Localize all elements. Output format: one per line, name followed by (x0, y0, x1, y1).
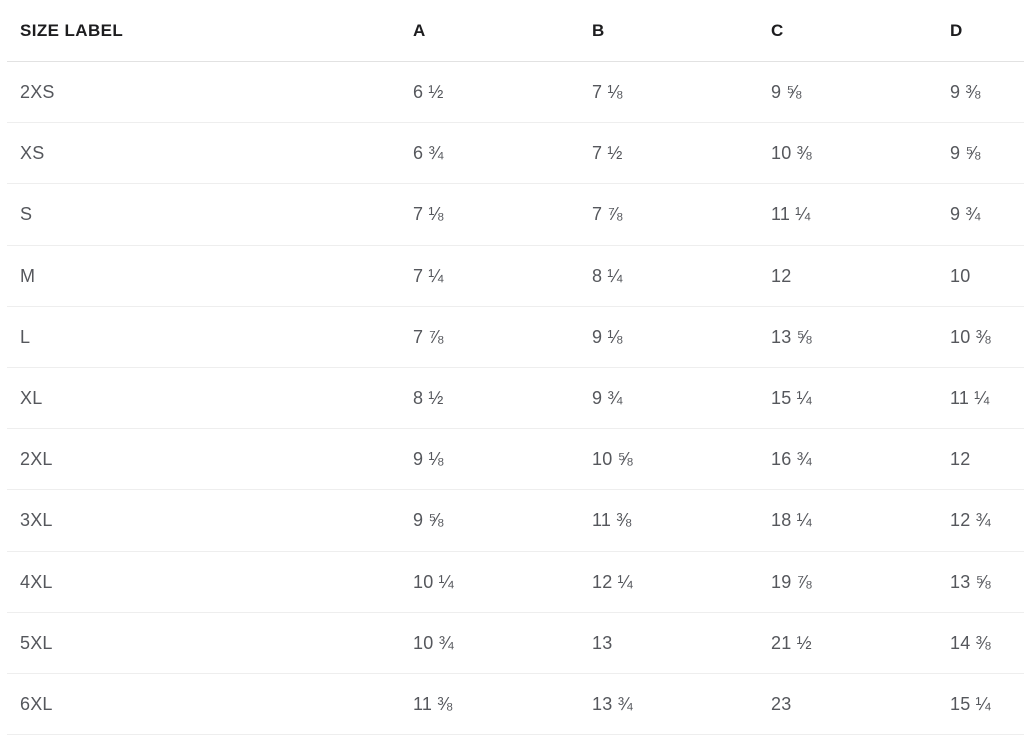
size-label-cell: 5XL (20, 632, 53, 653)
measurement-c-cell: 19 ⅞ (771, 571, 812, 592)
size-label-cell: 2XL (20, 449, 53, 470)
measurement-d-cell: 9 ⅝ (950, 143, 981, 164)
table-row: 2XL 9 ⅛ 10 ⅝ 16 ¾ 12 (0, 429, 1024, 491)
table-header-row: SIZE LABEL A B C D (0, 0, 1024, 62)
size-label-cell: L (20, 326, 31, 347)
measurement-b-cell: 13 (592, 632, 613, 653)
measurement-d-cell: 15 ¼ (950, 693, 991, 714)
column-header-d: D (950, 21, 963, 40)
size-label-cell: M (20, 265, 36, 286)
measurement-b-cell: 11 ⅜ (592, 510, 632, 531)
table-row: 6XL 11 ⅜ 13 ¾ 23 15 ¼ (0, 673, 1024, 736)
column-header-size-label: SIZE LABEL (20, 21, 124, 40)
measurement-c-cell: 16 ¾ (771, 449, 812, 470)
table-row: 2XS 6 ½ 7 ⅛ 9 ⅝ 9 ⅜ (0, 62, 1024, 124)
table-row: 4XL 10 ¼ 12 ¼ 19 ⅞ 13 ⅝ (0, 551, 1024, 613)
measurement-d-cell: 9 ¾ (950, 204, 981, 225)
measurement-b-cell: 8 ¼ (592, 265, 623, 286)
measurement-a-cell: 7 ⅛ (413, 204, 444, 225)
column-header-c: C (771, 21, 784, 40)
table-row: 3XL 9 ⅝ 11 ⅜ 18 ¼ 12 ¾ (0, 490, 1024, 552)
measurement-a-cell: 10 ¼ (413, 571, 454, 592)
table-row: XL 8 ½ 9 ¾ 15 ¼ 11 ¼ (0, 367, 1024, 430)
measurement-b-cell: 13 ¾ (592, 693, 633, 714)
measurement-c-cell: 13 ⅝ (771, 326, 812, 347)
size-label-cell: 6XL (20, 693, 53, 714)
measurement-c-cell: 18 ¼ (771, 510, 812, 531)
size-label-cell: XL (20, 388, 43, 409)
measurement-c-cell: 11 ¼ (771, 204, 811, 225)
measurement-a-cell: 11 ⅜ (413, 693, 453, 714)
table-row: 5XL 10 ¾ 13 21 ½ 14 ⅜ (0, 612, 1024, 675)
measurement-c-cell: 9 ⅝ (771, 82, 802, 103)
measurement-a-cell: 7 ¼ (413, 265, 444, 286)
measurement-c-cell: 12 (771, 265, 792, 286)
size-label-cell: S (20, 204, 33, 225)
measurement-b-cell: 9 ¾ (592, 388, 623, 409)
measurement-a-cell: 9 ⅛ (413, 449, 444, 470)
measurement-d-cell: 12 (950, 449, 971, 470)
measurement-c-cell: 23 (771, 693, 792, 714)
column-header-b: B (592, 21, 605, 40)
measurement-d-cell: 10 (950, 265, 971, 286)
measurement-b-cell: 7 ½ (592, 143, 623, 164)
table-row: L 7 ⅞ 9 ⅛ 13 ⅝ 10 ⅜ (0, 306, 1024, 369)
measurement-d-cell: 14 ⅜ (950, 632, 991, 653)
table-row: S 7 ⅛ 7 ⅞ 11 ¼ 9 ¾ (0, 184, 1024, 246)
measurement-b-cell: 7 ⅞ (592, 204, 623, 225)
size-label-cell: 2XS (20, 82, 55, 103)
measurement-d-cell: 12 ¾ (950, 510, 991, 531)
measurement-a-cell: 10 ¾ (413, 632, 454, 653)
column-header-a: A (413, 21, 426, 40)
measurement-c-cell: 10 ⅜ (771, 143, 812, 164)
table-row: XS 6 ¾ 7 ½ 10 ⅜ 9 ⅝ (0, 123, 1024, 185)
measurement-d-cell: 11 ¼ (950, 388, 990, 409)
measurement-a-cell: 7 ⅞ (413, 326, 444, 347)
table-row: M 7 ¼ 8 ¼ 12 10 (0, 245, 1024, 307)
measurement-c-cell: 21 ½ (771, 632, 812, 653)
measurement-b-cell: 10 ⅝ (592, 449, 633, 470)
size-label-cell: 4XL (20, 571, 53, 592)
measurement-c-cell: 15 ¼ (771, 388, 812, 409)
size-label-cell: 3XL (20, 510, 53, 531)
measurement-d-cell: 9 ⅜ (950, 82, 981, 103)
measurement-a-cell: 6 ¾ (413, 143, 444, 164)
table-body: 2XS 6 ½ 7 ⅛ 9 ⅝ 9 ⅜ XS 6 ¾ 7 ½ 10 ⅜ 9 ⅝ … (0, 62, 1024, 736)
measurement-b-cell: 7 ⅛ (592, 82, 623, 103)
measurement-a-cell: 6 ½ (413, 82, 444, 103)
measurement-b-cell: 9 ⅛ (592, 326, 623, 347)
size-chart-table: SIZE LABEL A B C D 2XS 6 ½ 7 ⅛ 9 ⅝ 9 ⅜ X… (0, 0, 1024, 736)
measurement-b-cell: 12 ¼ (592, 571, 633, 592)
measurement-a-cell: 9 ⅝ (413, 510, 444, 531)
measurement-d-cell: 10 ⅜ (950, 326, 991, 347)
measurement-a-cell: 8 ½ (413, 388, 444, 409)
measurement-d-cell: 13 ⅝ (950, 571, 991, 592)
size-label-cell: XS (20, 143, 45, 164)
